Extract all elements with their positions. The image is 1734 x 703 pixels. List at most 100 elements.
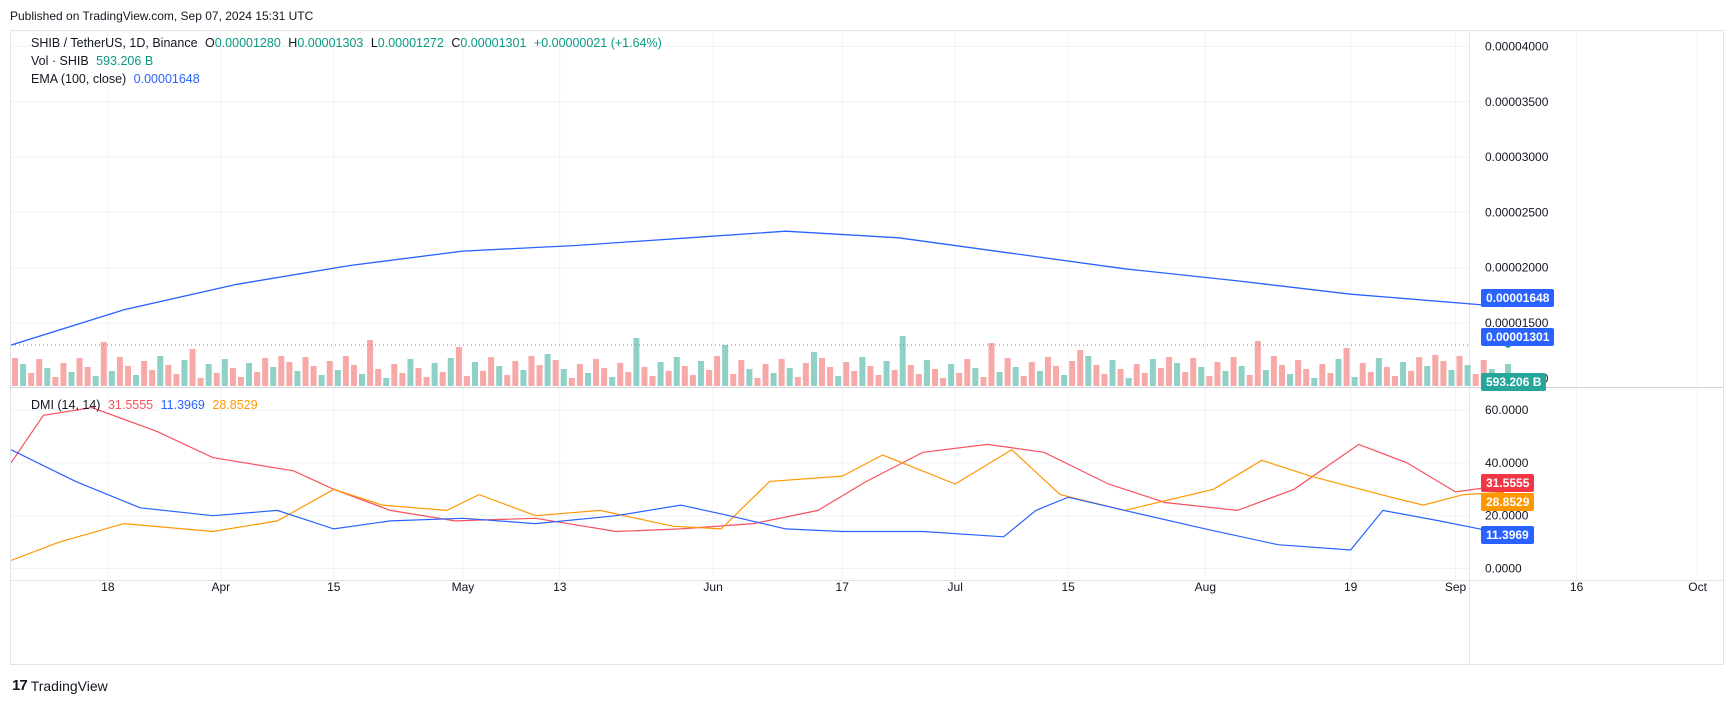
volume-bar [649,376,656,386]
volume-bar [1174,363,1181,386]
volume-bar [714,356,721,386]
volume-bar [1359,363,1366,386]
dmi-legend[interactable]: DMI (14, 14) 31.5555 11.3969 28.8529 [31,398,262,412]
tradingview-logo[interactable]: 17 TradingView [12,677,108,694]
volume-bar [237,377,244,386]
volume-bar [100,342,107,386]
volume-bar [205,364,212,386]
volume-bar [738,360,745,386]
symbol-label[interactable]: SHIB / TetherUS, 1D, Binance [31,36,198,50]
volume-bar [609,377,616,386]
volume-bar [1085,356,1092,386]
volume-bar [673,357,680,386]
time-tick-label: Oct [1688,580,1707,594]
time-tick-label: Jul [948,580,963,594]
volume-bar [28,373,35,386]
volume-bar [1391,376,1398,386]
volume-bar [488,357,495,386]
volume-bar [367,340,374,386]
volume-bar [528,356,535,386]
time-tick-label: 15 [1061,580,1075,594]
ema-price-pill: 0.00001648 [1481,289,1555,307]
volume-bar [940,378,947,386]
volume-bar [827,367,834,386]
volume-bar [36,359,43,386]
volume-bar [1053,366,1060,386]
volume-bar [520,370,527,386]
volume-bar [948,364,955,386]
volume-bar [706,370,713,386]
dmi-adx-value: 31.5555 [107,398,154,412]
volume-bar [189,349,196,386]
volume-bar [310,366,317,386]
volume-bar [980,377,987,386]
volume-bar [197,378,204,386]
volume-legend[interactable]: Vol · SHIB 593.206 B [31,54,157,68]
volume-bar [544,354,551,386]
volume-bar [1125,378,1132,386]
volume-bar [246,363,253,386]
volume-bar [278,356,285,386]
chart-frame[interactable]: 0.00004000 0.00003500 0.00003000 0.00002500… [10,30,1724,665]
ema-legend[interactable]: EMA (100, close) 0.00001648 [31,72,204,86]
volume-bar [1335,359,1342,386]
time-tick-label: Aug [1195,580,1216,594]
volume-bar [907,365,914,386]
time-tick-label: 19 [1344,580,1358,594]
plus-di-line [11,448,1505,562]
volume-bar [133,375,140,386]
dmi-label: DMI (14, 14) [31,398,101,412]
volume-bar [601,368,608,386]
volume-bar [294,371,301,386]
chart-canvas[interactable]: 0.00004000 0.00003500 0.00003000 0.00002500… [11,31,1723,664]
volume-bar [1149,359,1156,386]
candle-body [1505,344,1511,348]
volume-bar [1020,376,1027,386]
volume-bar [455,347,462,386]
volume-bar [754,378,761,386]
volume-bar [923,360,930,386]
volume-bar [383,378,390,386]
price-tick-label: 0.00003000 [1485,150,1549,164]
volume-bar [1061,375,1068,386]
volume-bar [819,358,825,386]
volume-bar [423,377,430,386]
volume-bar [697,361,704,386]
dmi-tick-label: 60.0000 [1485,403,1529,417]
volume-bar [536,365,543,386]
volume-bar [633,338,640,386]
close-label: C [451,36,461,50]
volume-bar [1416,357,1423,386]
high-label: H [288,36,298,50]
volume-bar [1448,370,1455,386]
volume-bar [1246,375,1253,386]
volume-bar [1101,374,1108,386]
volume-bar [350,365,357,386]
volume-bar [746,369,753,386]
volume-bar [471,362,478,386]
volume-bar [181,360,188,386]
volume-bar [778,359,785,386]
volume-bar [1182,372,1189,386]
time-tick-label: 15 [327,580,341,594]
volume-bar [1456,356,1463,386]
volume-bar [52,377,59,386]
volume-bar [1343,348,1350,386]
volume-bar [1311,378,1318,386]
volume-bar [1238,366,1245,386]
volume-bar [92,376,99,386]
volume-bar [859,357,866,386]
volume-bar [1254,341,1261,386]
adx-pill: 31.5555 [1481,474,1535,492]
volume-bar [996,372,1003,386]
low-label: L [370,36,378,50]
volume-bar [576,364,583,386]
volume-bar [1383,367,1390,386]
volume-bar [84,367,91,386]
volume-bar [1400,362,1407,386]
volume-bar [254,372,261,386]
time-tick-label: 13 [553,580,567,594]
time-tick-label: Apr [211,580,230,594]
volume-bar [1206,376,1213,386]
volume-bar [681,366,688,386]
